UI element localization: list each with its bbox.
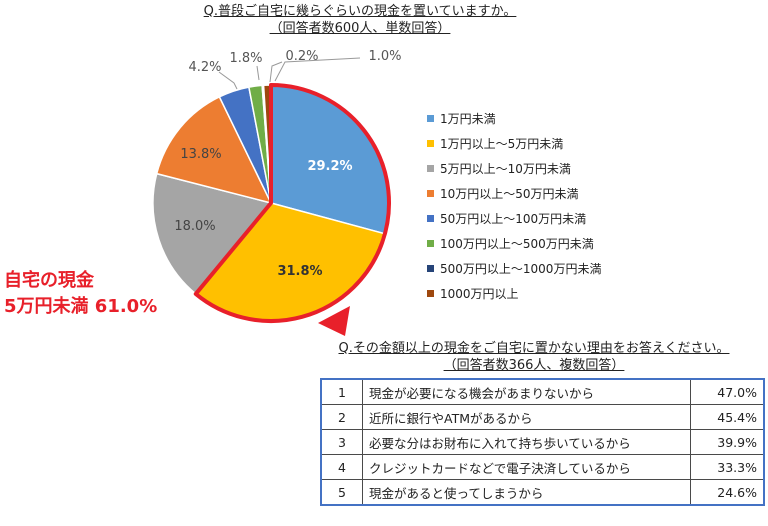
legend-label: 10万円以上～50万円未満 <box>440 187 579 201</box>
highlight-outline <box>193 83 391 323</box>
pie-slice-3 <box>155 95 273 205</box>
legend-swatch <box>427 265 434 272</box>
leader-line-4 <box>218 71 238 90</box>
data-label-4: 4.2% <box>188 60 221 75</box>
table-row: 5 現金があると使ってしまうから 24.6% <box>320 479 765 506</box>
reason-cell: クレジットカードなどで電子決済しているから <box>362 454 691 480</box>
callout-line1: 自宅の現金 <box>4 270 94 291</box>
reason-cell: 現金があると使ってしまうから <box>362 479 691 506</box>
data-label-1: 31.8% <box>277 264 322 279</box>
legend-label: 50万円以上～100万円未満 <box>440 212 587 226</box>
legend-swatch <box>427 290 434 297</box>
legend-item-7: 1000万円以上 <box>427 281 601 306</box>
rank-cell: 4 <box>320 454 363 480</box>
rank-cell: 5 <box>320 479 363 506</box>
data-label-7: 1.0% <box>368 49 401 64</box>
pct-cell: 45.4% <box>690 404 765 430</box>
question2-title: Q.その金額以上の現金をご自宅に置かない理由をお答えください。 <box>338 341 730 356</box>
question2-subtitle: （回答者数366人、複数回答） <box>443 358 625 373</box>
legend-item-6: 500万円以上～1000万円未満 <box>427 256 601 281</box>
pointer-triangle <box>318 306 350 336</box>
question1-title: Q.普段ご自宅に幾らぐらいの現金を置いていますか。 <box>203 4 517 19</box>
reason-cell: 近所に銀行やATMがあるから <box>362 404 691 430</box>
pie-slice-2 <box>152 172 273 295</box>
rank-cell: 3 <box>320 429 363 455</box>
legend-swatch <box>427 140 434 147</box>
pct-cell: 33.3% <box>690 454 765 480</box>
legend-item-2: 5万円以上～10万円未満 <box>427 156 601 181</box>
callout-line2: 5万円未満 61.0% <box>4 296 158 317</box>
data-label-0: 29.2% <box>307 159 352 174</box>
pct-cell: 24.6% <box>690 479 765 506</box>
table-row: 3 必要な分はお財布に入れて持ち歩いているから 39.9% <box>320 429 765 455</box>
pct-cell: 39.9% <box>690 429 765 455</box>
leader-line-7 <box>274 57 361 82</box>
leader-line-6 <box>269 61 283 83</box>
reasons-table: 1 現金が必要になる機会があまりないから 47.0% 2 近所に銀行やATMがあるから 4… <box>320 378 765 506</box>
legend-label: 1万円以上～5万円未満 <box>440 137 564 151</box>
data-label-3: 13.8% <box>180 147 221 162</box>
legend-item-3: 10万円以上～50万円未満 <box>427 181 601 206</box>
legend-swatch <box>427 115 434 122</box>
table-row: 1 現金が必要になる機会があまりないから 47.0% <box>320 378 765 405</box>
reason-cell: 必要な分はお財布に入れて持ち歩いているから <box>362 429 691 455</box>
legend-swatch <box>427 165 434 172</box>
legend-item-5: 100万円以上～500万円未満 <box>427 231 601 256</box>
reason-cell: 現金が必要になる機会があまりないから <box>362 378 691 405</box>
legend-label: 500万円以上～1000万円未満 <box>440 262 602 276</box>
data-label-6: 0.2% <box>285 49 318 64</box>
legend-swatch <box>427 190 434 197</box>
legend-item-1: 1万円以上～5万円未満 <box>427 131 601 156</box>
pct-cell: 47.0% <box>690 378 765 405</box>
legend-item-0: 1万円未満 <box>427 106 601 131</box>
chart-legend: 1万円未満 1万円以上～5万円未満 5万円以上～10万円未満 10万円以上～50万円未… <box>427 106 601 306</box>
leader-line-5 <box>256 65 260 81</box>
legend-label: 1000万円以上 <box>440 287 519 301</box>
table-row: 2 近所に銀行やATMがあるから 45.4% <box>320 404 765 430</box>
legend-label: 100万円以上～500万円未満 <box>440 237 594 251</box>
table-row: 4 クレジットカードなどで電子決済しているから 33.3% <box>320 454 765 480</box>
data-label-5: 1.8% <box>229 51 262 66</box>
callout-text: 自宅の現金 5万円未満 61.0% <box>4 268 157 320</box>
rank-cell: 2 <box>320 404 363 430</box>
legend-item-4: 50万円以上～100万円未満 <box>427 206 601 231</box>
question1-subtitle: （回答者数600人、単数回答） <box>269 21 451 36</box>
rank-cell: 1 <box>320 378 363 405</box>
legend-swatch <box>427 215 434 222</box>
legend-label: 5万円以上～10万円未満 <box>440 162 571 176</box>
data-label-2: 18.0% <box>174 219 215 234</box>
legend-swatch <box>427 240 434 247</box>
legend-label: 1万円未満 <box>440 112 496 126</box>
